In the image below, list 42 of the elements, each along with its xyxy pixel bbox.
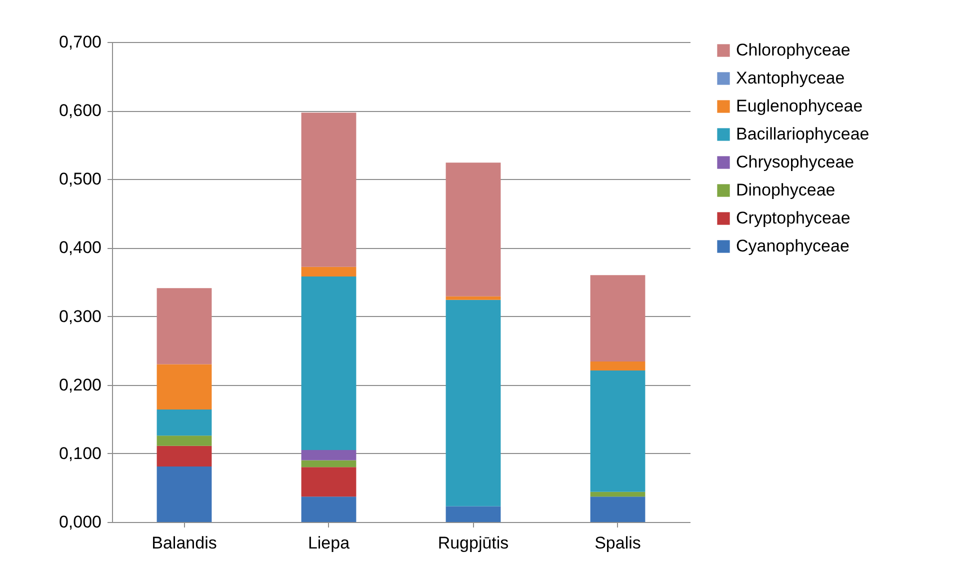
bar — [446, 300, 501, 506]
legend-label: Dinophyceae — [736, 180, 836, 200]
y-tick-label: 0,300 — [58, 306, 102, 326]
legend-label: Xantophyceae — [736, 68, 845, 88]
y-tick-label: 0,200 — [58, 375, 102, 394]
bar — [156, 288, 212, 364]
legend-label: Euglenophyceae — [736, 96, 863, 116]
x-tick-label: Balandis — [152, 534, 217, 552]
bar — [590, 496, 646, 522]
y-tick-label: 0,700 — [58, 32, 102, 52]
bar — [590, 492, 646, 497]
bar — [156, 364, 212, 410]
bar — [301, 467, 356, 497]
bar — [590, 275, 646, 362]
y-tick-label: 0,000 — [58, 512, 102, 532]
bar — [301, 276, 356, 450]
y-tick-label: 0,600 — [58, 101, 102, 120]
bar — [301, 496, 356, 522]
bar — [301, 460, 356, 468]
legend-label: Cryptophyceae — [736, 208, 850, 228]
y-tick-label: 0,500 — [58, 170, 102, 189]
bar — [301, 112, 356, 267]
y-tick-label: 0,100 — [58, 444, 102, 463]
bar — [590, 370, 646, 492]
x-tick-label: Liepa — [308, 534, 350, 552]
bar — [156, 446, 212, 466]
legend-label: Bacillariophyceae — [736, 124, 870, 144]
y-tick-label: 0,400 — [58, 238, 102, 258]
bar — [156, 466, 212, 522]
bar — [446, 506, 501, 522]
bar — [446, 162, 501, 296]
x-tick-label: Rugpjūtis — [438, 534, 509, 552]
legend-label: Chlorophyceae — [736, 40, 850, 60]
bar — [446, 296, 501, 300]
bar — [301, 450, 356, 460]
bar — [156, 410, 212, 436]
bar — [590, 362, 646, 370]
x-tick-label: Spalis — [594, 534, 641, 552]
bar — [156, 436, 212, 446]
legend-label: Chrysophyceae — [736, 152, 854, 172]
bar — [301, 266, 356, 277]
legend-label: Cyanophyceae — [736, 236, 850, 256]
